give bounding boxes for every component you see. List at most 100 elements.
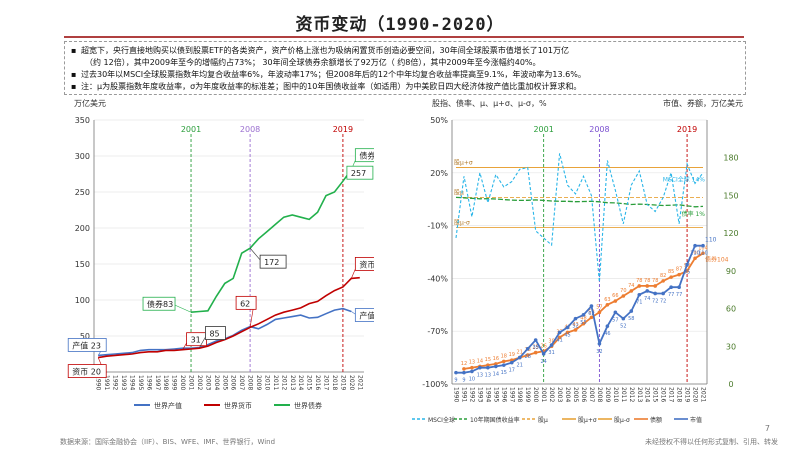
x-tick-label: 2009 — [255, 375, 262, 390]
stock-point — [509, 360, 514, 365]
bond-value-label: 43 — [572, 322, 578, 328]
callout-box — [259, 254, 287, 269]
stock-value-label: 15 — [501, 370, 507, 376]
bond-point — [589, 315, 594, 320]
bond-value-label: 74 — [628, 283, 634, 289]
left-tick-label: -40% — [427, 274, 448, 283]
stock-point — [573, 316, 578, 321]
source-note: 数据来源：国际金融协会（IIF）、BIS、WFE、IMF、世界银行，Wind — [60, 438, 276, 446]
bond-value-label: 21 — [517, 350, 523, 356]
callout-box — [354, 256, 374, 271]
note-line-2: （约 12倍），其中2009年至今的增幅约占73%； 30年间全球债券余额增长了… — [85, 58, 541, 67]
callout-box — [205, 326, 226, 340]
stock-value-label: 58 — [628, 316, 634, 322]
stock-value-label: 110 — [690, 251, 700, 257]
bond-value-label: 18 — [501, 353, 507, 359]
bond-value-label: 19 — [509, 352, 515, 358]
bullet-icon: ▪ — [71, 82, 77, 91]
page-number: 7 — [764, 424, 770, 433]
x-tick-label: 1995 — [492, 387, 499, 402]
x-tick-label: 2015 — [306, 375, 313, 390]
callout-label: 债券281 — [359, 151, 374, 161]
bond-value-label: 100 — [690, 250, 700, 256]
x-tick-label: 2005 — [572, 387, 579, 402]
callout-label: 62 — [240, 299, 250, 308]
x-tick-label: 1996 — [145, 375, 152, 390]
callout-box — [67, 338, 107, 352]
note-line-4: ▪ 注：μ为股票指数年度收益率，σ为年度收益率的标准差；图中的10年国债收益率（如… — [71, 82, 582, 91]
x-tick-label: 2013 — [636, 387, 643, 402]
bond-point — [621, 294, 626, 298]
x-tick-label: 2001 — [540, 387, 547, 402]
callout-label: 172 — [264, 258, 279, 267]
notes-box: ▪ 超宽下，央行直接地购买以债到股票ETF的各类资产，资产价格上涨也为吸纳闲置货币… — [64, 41, 746, 95]
x-tick-label: 1994 — [128, 375, 135, 390]
bond-value-label: 78 — [636, 278, 642, 284]
bond-point — [581, 321, 586, 326]
year-marker-label: 2008 — [589, 125, 609, 134]
bond-value-label: 63 — [604, 297, 610, 303]
x-tick-label: 2003 — [204, 375, 211, 390]
stock-value-label: 13 — [477, 373, 483, 379]
x-tick-label: 2008 — [247, 375, 254, 390]
x-tick-label: 1993 — [476, 387, 483, 402]
callout-label: 31 — [191, 336, 201, 345]
x-tick-label: 2018 — [676, 387, 683, 402]
year-marker-label: 2008 — [240, 125, 260, 134]
x-tick-label: 2016 — [314, 375, 321, 390]
x-tick-label: 2004 — [564, 387, 571, 402]
stock-value-label: 17 — [509, 368, 515, 374]
right-tick-label: 90 — [726, 267, 736, 276]
stock-value-label: 72 — [652, 298, 658, 304]
callout-box — [235, 295, 257, 310]
stock-value-label: 28 — [525, 354, 531, 360]
stock-point — [621, 316, 626, 321]
x-tick-label: 1996 — [500, 387, 507, 402]
stock-point — [565, 325, 570, 330]
bond-value-label: 66 — [612, 293, 618, 299]
stock-end-callout: 110 — [705, 237, 717, 244]
stock-value-label: 24 — [540, 359, 546, 365]
left-tick-label: -10% — [427, 222, 448, 231]
band-label: 股μ — [454, 189, 464, 196]
x-tick-label: 2000 — [179, 375, 186, 390]
stock-point — [462, 370, 466, 375]
x-tick-label: 2010 — [263, 375, 270, 390]
x-tick-label: 2016 — [660, 387, 667, 402]
bond-value-label: 12 — [461, 361, 467, 367]
x-tick-label: 1997 — [154, 375, 161, 390]
page-title: 资币变动（1990-2020） — [295, 15, 505, 35]
stock-point — [557, 330, 562, 335]
stock-point — [669, 285, 673, 289]
bond-value-label: 53 — [588, 309, 594, 315]
x-tick-label: 2006 — [580, 387, 587, 402]
left-tick-label: 20% — [430, 169, 448, 178]
stock-value-label: 21 — [517, 363, 523, 369]
right-tick-label: 150 — [723, 191, 738, 200]
callout-label: 债券83 — [147, 299, 173, 309]
bond-value-label: 78 — [644, 278, 650, 284]
yield-end-label: 债率 1% — [682, 210, 706, 218]
stock-value-label: 41 — [556, 337, 562, 343]
stock-value-label: 74 — [644, 296, 650, 302]
x-tick-label: 2020 — [692, 387, 699, 402]
legend-label: 世界债券 — [294, 401, 322, 410]
stock-value-label: 55 — [580, 320, 586, 326]
stock-point — [549, 343, 554, 347]
bond-point — [661, 279, 665, 283]
bond-value-label: 57 — [596, 304, 602, 310]
x-tick-label: 1993 — [120, 375, 127, 390]
stock-value-label: 10 — [469, 376, 475, 382]
x-tick-label: 1990 — [95, 375, 102, 390]
stock-point — [685, 262, 689, 267]
bond-point — [525, 353, 530, 357]
stock-point — [454, 370, 458, 375]
x-tick-label: 1998 — [516, 387, 523, 402]
callout-label: 资币 20 — [72, 367, 101, 377]
stock-value-label: 57 — [612, 317, 618, 323]
x-tick-label: 2012 — [628, 387, 635, 402]
year-marker-label: 2019 — [333, 125, 353, 134]
bond-value-label: 14 — [477, 358, 483, 364]
bond-point — [605, 303, 610, 307]
bond-value-label: 30 — [548, 338, 554, 344]
